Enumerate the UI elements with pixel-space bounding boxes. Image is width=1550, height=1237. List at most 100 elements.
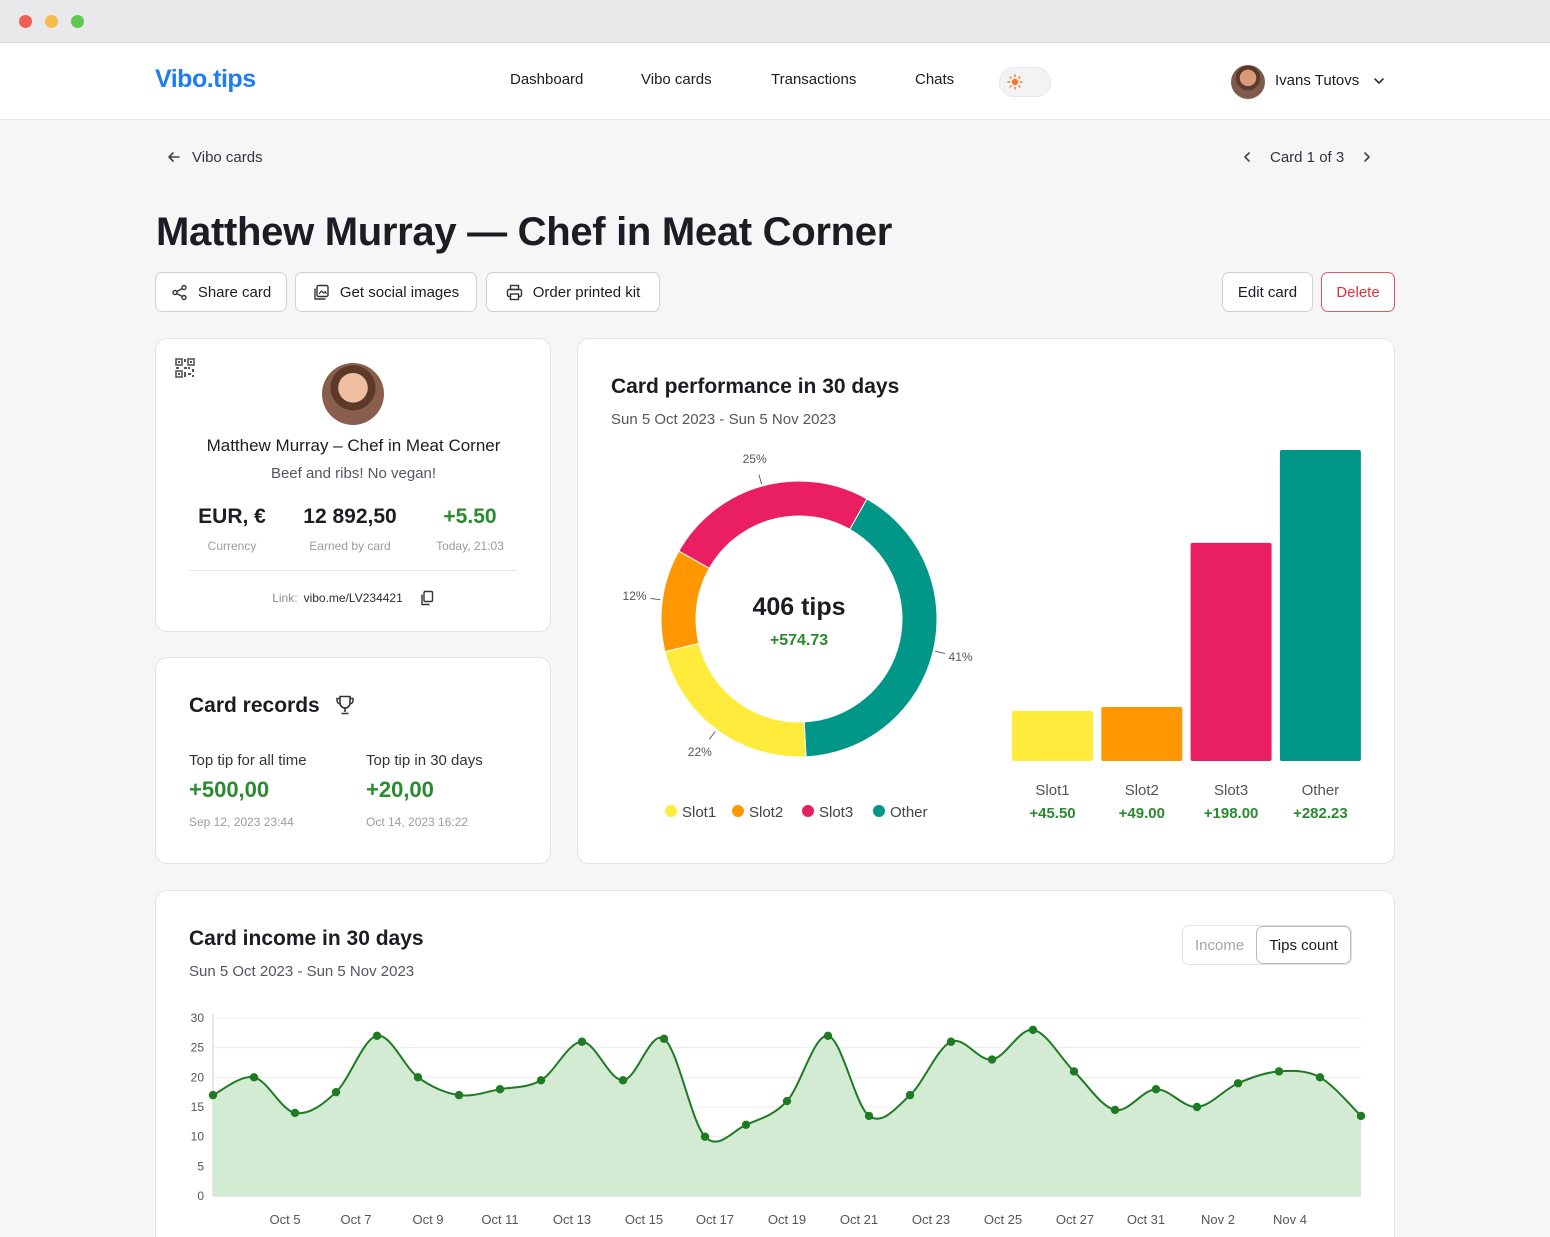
nav-vibo-cards[interactable]: Vibo cards (641, 71, 712, 88)
x-tick-label: Oct 7 (340, 1212, 371, 1227)
card-records-panel: Card records Top tip for all time +500,0… (155, 657, 551, 864)
maximize-window-dot[interactable] (71, 15, 84, 28)
bar-slot2 (1101, 707, 1183, 761)
stat-earned-label: Earned by card (309, 539, 391, 553)
stat-today: +5.50 Today, 21:03 (410, 505, 530, 553)
copy-icon[interactable] (419, 590, 435, 606)
data-point (1233, 1079, 1243, 1088)
toggle-income[interactable]: Income (1183, 926, 1257, 964)
y-tick-label: 15 (191, 1100, 205, 1114)
legend-label-slot2: Slot2 (749, 804, 783, 821)
order-printed-kit-label: Order printed kit (532, 283, 641, 301)
x-tick-label: Oct 15 (625, 1212, 663, 1227)
data-point (782, 1096, 792, 1106)
income-title: Card income in 30 days (189, 927, 424, 950)
donut-label-leader (708, 730, 716, 740)
performance-card: Card performance in 30 days Sun 5 Oct 20… (577, 338, 1395, 864)
data-point (659, 1034, 669, 1043)
back-to-vibo-cards[interactable]: Vibo cards (166, 146, 263, 168)
delete-label: Delete (1336, 283, 1380, 301)
nav-dashboard[interactable]: Dashboard (510, 71, 584, 88)
images-icon (314, 284, 329, 300)
performance-title: Card performance in 30 days (611, 375, 900, 398)
nav-chats[interactable]: Chats (915, 71, 955, 88)
legend-swatch-slot2 (732, 805, 744, 817)
data-point (1110, 1105, 1120, 1115)
donut-slice-slot2 (660, 550, 711, 653)
order-printed-kit-button[interactable]: Order printed kit (486, 272, 660, 312)
nav-transactions[interactable]: Transactions (771, 71, 857, 88)
donut-percent-label: 25% (743, 452, 767, 466)
card-link[interactable]: vibo.me/LV234421 (303, 591, 403, 605)
profile-subtitle: Beef and ribs! No vegan! (270, 465, 437, 482)
profile-divider (189, 570, 517, 571)
x-tick-label: Oct 9 (412, 1212, 443, 1227)
x-tick-label: Oct 11 (481, 1212, 518, 1227)
user-avatar[interactable] (1231, 65, 1265, 99)
data-point (618, 1076, 628, 1085)
data-point (741, 1120, 751, 1129)
share-icon (172, 284, 187, 300)
edit-card-button[interactable]: Edit card (1222, 272, 1313, 312)
legend-label-slot3: Slot3 (819, 804, 853, 821)
record-30-days-label: Top tip in 30 days (366, 752, 483, 769)
data-point (1274, 1067, 1284, 1076)
data-point (249, 1073, 259, 1082)
record-all-time-label: Top tip for all time (189, 752, 307, 769)
stat-earned: 12 892,50 Earned by card (290, 505, 410, 553)
donut-chart: 41% 22% 12% 25% 406 tips +574.73 Slot1 Slot2 Slo… (623, 452, 973, 821)
theme-toggle[interactable] (999, 67, 1051, 97)
arrow-left-icon (168, 152, 180, 162)
x-tick-label: Oct 23 (912, 1212, 950, 1227)
profile-card: Matthew Murray – Chef in Meat Corner Bee… (155, 338, 551, 632)
y-tick-label: 20 (191, 1070, 205, 1084)
chevron-right-icon[interactable] (1360, 150, 1374, 164)
chevron-left-icon[interactable] (1240, 150, 1254, 164)
donut-label-leader (650, 597, 661, 601)
data-point (1356, 1111, 1366, 1121)
data-point (946, 1037, 956, 1046)
close-window-dot[interactable] (19, 15, 32, 28)
minimize-window-dot[interactable] (45, 15, 58, 28)
data-point (495, 1085, 505, 1094)
income-card: Card income in 30 days Sun 5 Oct 2023 - … (155, 890, 1395, 1237)
get-social-images-button[interactable]: Get social images (295, 272, 477, 312)
chevron-down-icon[interactable] (1372, 74, 1386, 88)
delete-card-button[interactable]: Delete (1321, 272, 1395, 312)
data-point (700, 1132, 710, 1141)
card-link-row: Link: vibo.me/LV234421 (156, 590, 551, 606)
browser-chrome (0, 0, 1550, 43)
brand-logo[interactable]: Vibo.tips (155, 65, 256, 93)
qr-code-icon[interactable] (175, 358, 195, 378)
data-point (1151, 1085, 1161, 1094)
x-tick-label: Oct 19 (768, 1212, 806, 1227)
income-date-range: Sun 5 Oct 2023 - Sun 5 Nov 2023 (189, 963, 415, 980)
stat-currency-value: EUR, € (198, 505, 266, 528)
data-point (372, 1031, 382, 1040)
y-tick-label: 10 (191, 1130, 205, 1144)
legend-swatch-slot3 (802, 805, 814, 817)
pager-label: Card 1 of 3 (1270, 148, 1345, 166)
trophy-icon (336, 695, 354, 715)
page-title: Matthew Murray — Chef in Meat Corner (156, 210, 892, 254)
share-card-button[interactable]: Share card (155, 272, 287, 312)
sun-icon (1007, 74, 1023, 90)
data-point (1315, 1073, 1325, 1082)
toggle-tips-count[interactable]: Tips count (1256, 926, 1351, 964)
stat-currency: EUR, € Currency (172, 505, 292, 553)
bar-value-label: +198.00 (1204, 805, 1259, 822)
data-point (331, 1087, 341, 1097)
bar-value-label: +49.00 (1119, 805, 1165, 822)
user-name[interactable]: Ivans Tutovs (1275, 72, 1360, 89)
y-tick-label: 0 (197, 1189, 204, 1203)
income-metric-toggle: Income Tips count (1182, 925, 1352, 965)
x-tick-label: Oct 31 (1127, 1212, 1165, 1227)
link-label: Link: (272, 591, 298, 605)
x-tick-label: Nov 4 (1273, 1212, 1307, 1227)
x-tick-label: Nov 2 (1201, 1212, 1235, 1227)
performance-date-range: Sun 5 Oct 2023 - Sun 5 Nov 2023 (611, 411, 837, 428)
data-point (290, 1108, 300, 1118)
bar-category-label: Other (1302, 782, 1340, 799)
x-tick-label: Oct 5 (269, 1212, 300, 1227)
